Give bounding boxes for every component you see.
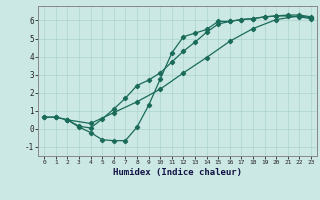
X-axis label: Humidex (Indice chaleur): Humidex (Indice chaleur) [113,168,242,177]
